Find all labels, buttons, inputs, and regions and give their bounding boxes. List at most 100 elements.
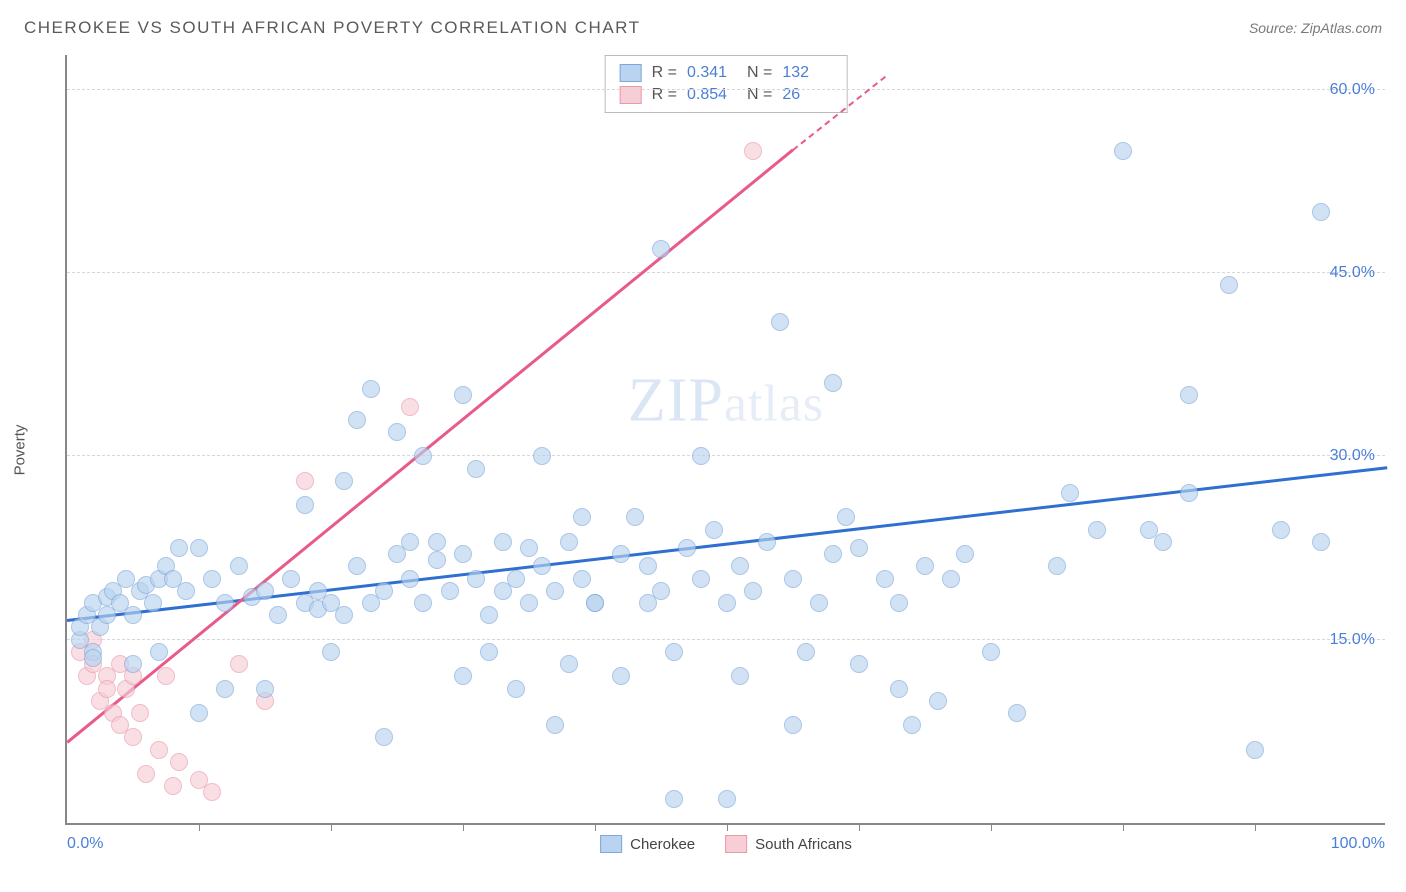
data-point-cherokee bbox=[428, 551, 446, 569]
data-point-cherokee bbox=[784, 716, 802, 734]
swatch-south-africans bbox=[725, 835, 747, 853]
watermark: ZIPatlas bbox=[628, 365, 824, 436]
data-point-cherokee bbox=[124, 606, 142, 624]
data-point-cherokee bbox=[1154, 533, 1172, 551]
gridline bbox=[67, 455, 1385, 456]
data-point-cherokee bbox=[177, 582, 195, 600]
swatch-cherokee bbox=[620, 64, 642, 82]
data-point-cherokee bbox=[256, 582, 274, 600]
data-point-cherokee bbox=[414, 447, 432, 465]
data-point-cherokee bbox=[1008, 704, 1026, 722]
data-point-cherokee bbox=[401, 570, 419, 588]
data-point-cherokee bbox=[480, 643, 498, 661]
data-point-cherokee bbox=[454, 667, 472, 685]
data-point-cherokee bbox=[144, 594, 162, 612]
y-axis-label: Poverty bbox=[12, 425, 29, 476]
data-point-cherokee bbox=[824, 545, 842, 563]
data-point-cherokee bbox=[612, 667, 630, 685]
data-point-cherokee bbox=[1312, 533, 1330, 551]
data-point-cherokee bbox=[718, 790, 736, 808]
data-point-cherokee bbox=[665, 790, 683, 808]
data-point-south-africans bbox=[157, 667, 175, 685]
x-max-label: 100.0% bbox=[1331, 835, 1385, 853]
data-point-cherokee bbox=[837, 508, 855, 526]
data-point-cherokee bbox=[533, 447, 551, 465]
data-point-cherokee bbox=[388, 423, 406, 441]
data-point-cherokee bbox=[560, 533, 578, 551]
swatch-cherokee bbox=[600, 835, 622, 853]
n-value-cherokee: 132 bbox=[782, 64, 832, 82]
data-point-south-africans bbox=[164, 777, 182, 795]
data-point-cherokee bbox=[322, 643, 340, 661]
x-min-label: 0.0% bbox=[67, 835, 103, 853]
data-point-cherokee bbox=[982, 643, 1000, 661]
data-point-cherokee bbox=[335, 606, 353, 624]
data-point-cherokee bbox=[586, 594, 604, 612]
data-point-cherokee bbox=[916, 557, 934, 575]
data-point-cherokee bbox=[520, 594, 538, 612]
data-point-cherokee bbox=[744, 582, 762, 600]
source-attribution: Source: ZipAtlas.com bbox=[1249, 20, 1382, 36]
y-tick-label: 15.0% bbox=[1330, 631, 1375, 649]
data-point-cherokee bbox=[1114, 142, 1132, 160]
data-point-cherokee bbox=[124, 655, 142, 673]
data-point-cherokee bbox=[1246, 741, 1264, 759]
data-point-south-africans bbox=[203, 783, 221, 801]
data-point-south-africans bbox=[150, 741, 168, 759]
data-point-cherokee bbox=[401, 533, 419, 551]
data-point-cherokee bbox=[758, 533, 776, 551]
data-point-cherokee bbox=[150, 643, 168, 661]
data-point-cherokee bbox=[190, 539, 208, 557]
data-point-cherokee bbox=[890, 680, 908, 698]
x-tick bbox=[991, 823, 992, 831]
data-point-cherokee bbox=[876, 570, 894, 588]
data-point-cherokee bbox=[441, 582, 459, 600]
data-point-cherokee bbox=[1180, 386, 1198, 404]
data-point-cherokee bbox=[626, 508, 644, 526]
data-point-cherokee bbox=[375, 728, 393, 746]
data-point-cherokee bbox=[560, 655, 578, 673]
data-point-cherokee bbox=[1048, 557, 1066, 575]
data-point-cherokee bbox=[731, 667, 749, 685]
data-point-cherokee bbox=[771, 313, 789, 331]
data-point-cherokee bbox=[348, 557, 366, 575]
x-tick bbox=[1123, 823, 1124, 831]
data-point-cherokee bbox=[731, 557, 749, 575]
y-tick-label: 30.0% bbox=[1330, 447, 1375, 465]
data-point-cherokee bbox=[170, 539, 188, 557]
data-point-cherokee bbox=[824, 374, 842, 392]
data-point-cherokee bbox=[573, 570, 591, 588]
data-point-cherokee bbox=[797, 643, 815, 661]
x-tick bbox=[331, 823, 332, 831]
series-legend: Cherokee South Africans bbox=[600, 835, 852, 853]
data-point-cherokee bbox=[1312, 203, 1330, 221]
data-point-south-africans bbox=[137, 765, 155, 783]
data-point-cherokee bbox=[375, 582, 393, 600]
data-point-cherokee bbox=[810, 594, 828, 612]
data-point-cherokee bbox=[520, 539, 538, 557]
data-point-cherokee bbox=[1180, 484, 1198, 502]
x-tick bbox=[727, 823, 728, 831]
legend-row-cherokee: R = 0.341 N = 132 bbox=[620, 62, 833, 84]
data-point-cherokee bbox=[507, 570, 525, 588]
x-tick bbox=[1255, 823, 1256, 831]
data-point-cherokee bbox=[678, 539, 696, 557]
legend-row-south-africans: R = 0.854 N = 26 bbox=[620, 84, 833, 106]
data-point-cherokee bbox=[573, 508, 591, 526]
data-point-cherokee bbox=[467, 570, 485, 588]
data-point-cherokee bbox=[230, 557, 248, 575]
data-point-cherokee bbox=[1220, 276, 1238, 294]
y-tick-label: 60.0% bbox=[1330, 81, 1375, 99]
x-tick bbox=[595, 823, 596, 831]
legend-item-cherokee: Cherokee bbox=[600, 835, 695, 853]
data-point-cherokee bbox=[652, 240, 670, 258]
data-point-cherokee bbox=[890, 594, 908, 612]
data-point-cherokee bbox=[903, 716, 921, 734]
data-point-south-africans bbox=[131, 704, 149, 722]
data-point-cherokee bbox=[956, 545, 974, 563]
data-point-cherokee bbox=[612, 545, 630, 563]
data-point-cherokee bbox=[84, 649, 102, 667]
data-point-south-africans bbox=[230, 655, 248, 673]
data-point-cherokee bbox=[190, 704, 208, 722]
data-point-south-africans bbox=[744, 142, 762, 160]
